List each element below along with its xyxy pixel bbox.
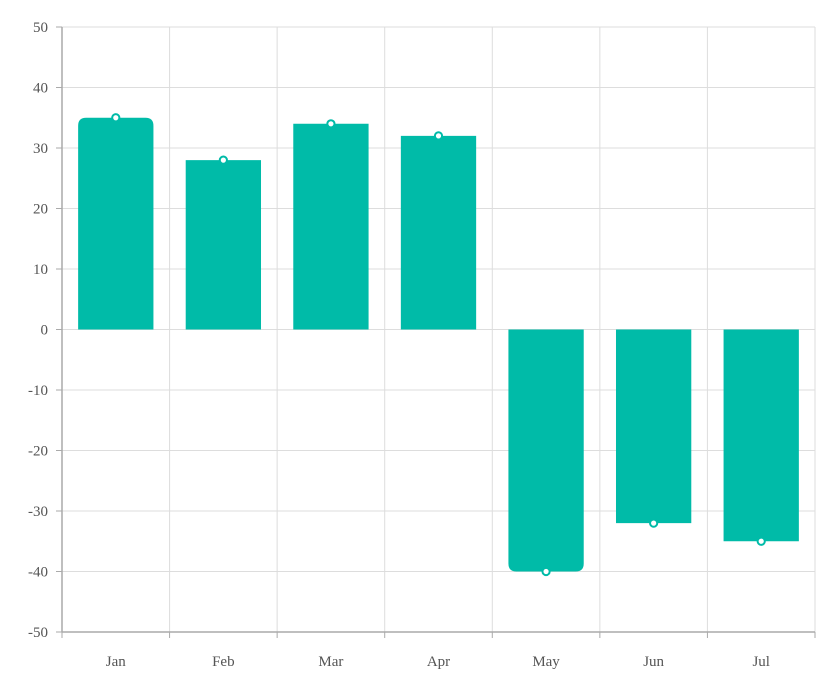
marker-mar (326, 119, 336, 129)
x-tick-label: Mar (318, 654, 343, 670)
y-tick-label: -50 (28, 625, 48, 641)
x-tick-label: Jun (643, 654, 664, 670)
bar-apr (400, 135, 477, 330)
marker-jan (111, 113, 121, 123)
x-tick-label: Feb (212, 654, 235, 670)
x-tick-label: Jul (752, 654, 770, 670)
y-tick-label: 0 (41, 323, 49, 339)
x-tick-label: May (532, 654, 560, 670)
bar-mar (293, 123, 369, 330)
bar-feb (185, 160, 262, 330)
marker-jun (649, 518, 659, 528)
bar-layer (78, 117, 799, 572)
x-tick-label: Jan (106, 654, 126, 670)
y-tick-label: 20 (33, 202, 48, 218)
y-tick-label: 10 (33, 262, 48, 278)
x-tick-label: Apr (427, 654, 450, 670)
label-layer: 50 40 30 20 10 0 -10 -20 -30 -40 -50 Jan Feb Mar Apr Ma… (28, 20, 770, 670)
marker-may (541, 566, 551, 577)
y-tick-label: -30 (28, 504, 48, 520)
y-tick-label: 40 (33, 81, 48, 97)
marker-feb (218, 155, 228, 165)
marker-jul (756, 536, 766, 546)
bar-jun (615, 329, 692, 524)
y-tick-label: -10 (28, 383, 48, 399)
axis-layer (56, 26, 816, 638)
bar-jan (78, 117, 154, 330)
marker-apr (433, 131, 444, 141)
y-tick-label: 50 (33, 20, 48, 36)
bar-may (508, 329, 584, 572)
y-tick-label: 30 (33, 141, 48, 157)
bar-jul (723, 329, 799, 542)
marker-layer (111, 113, 766, 577)
y-tick-label: -20 (28, 444, 48, 460)
y-tick-label: -40 (28, 565, 48, 581)
